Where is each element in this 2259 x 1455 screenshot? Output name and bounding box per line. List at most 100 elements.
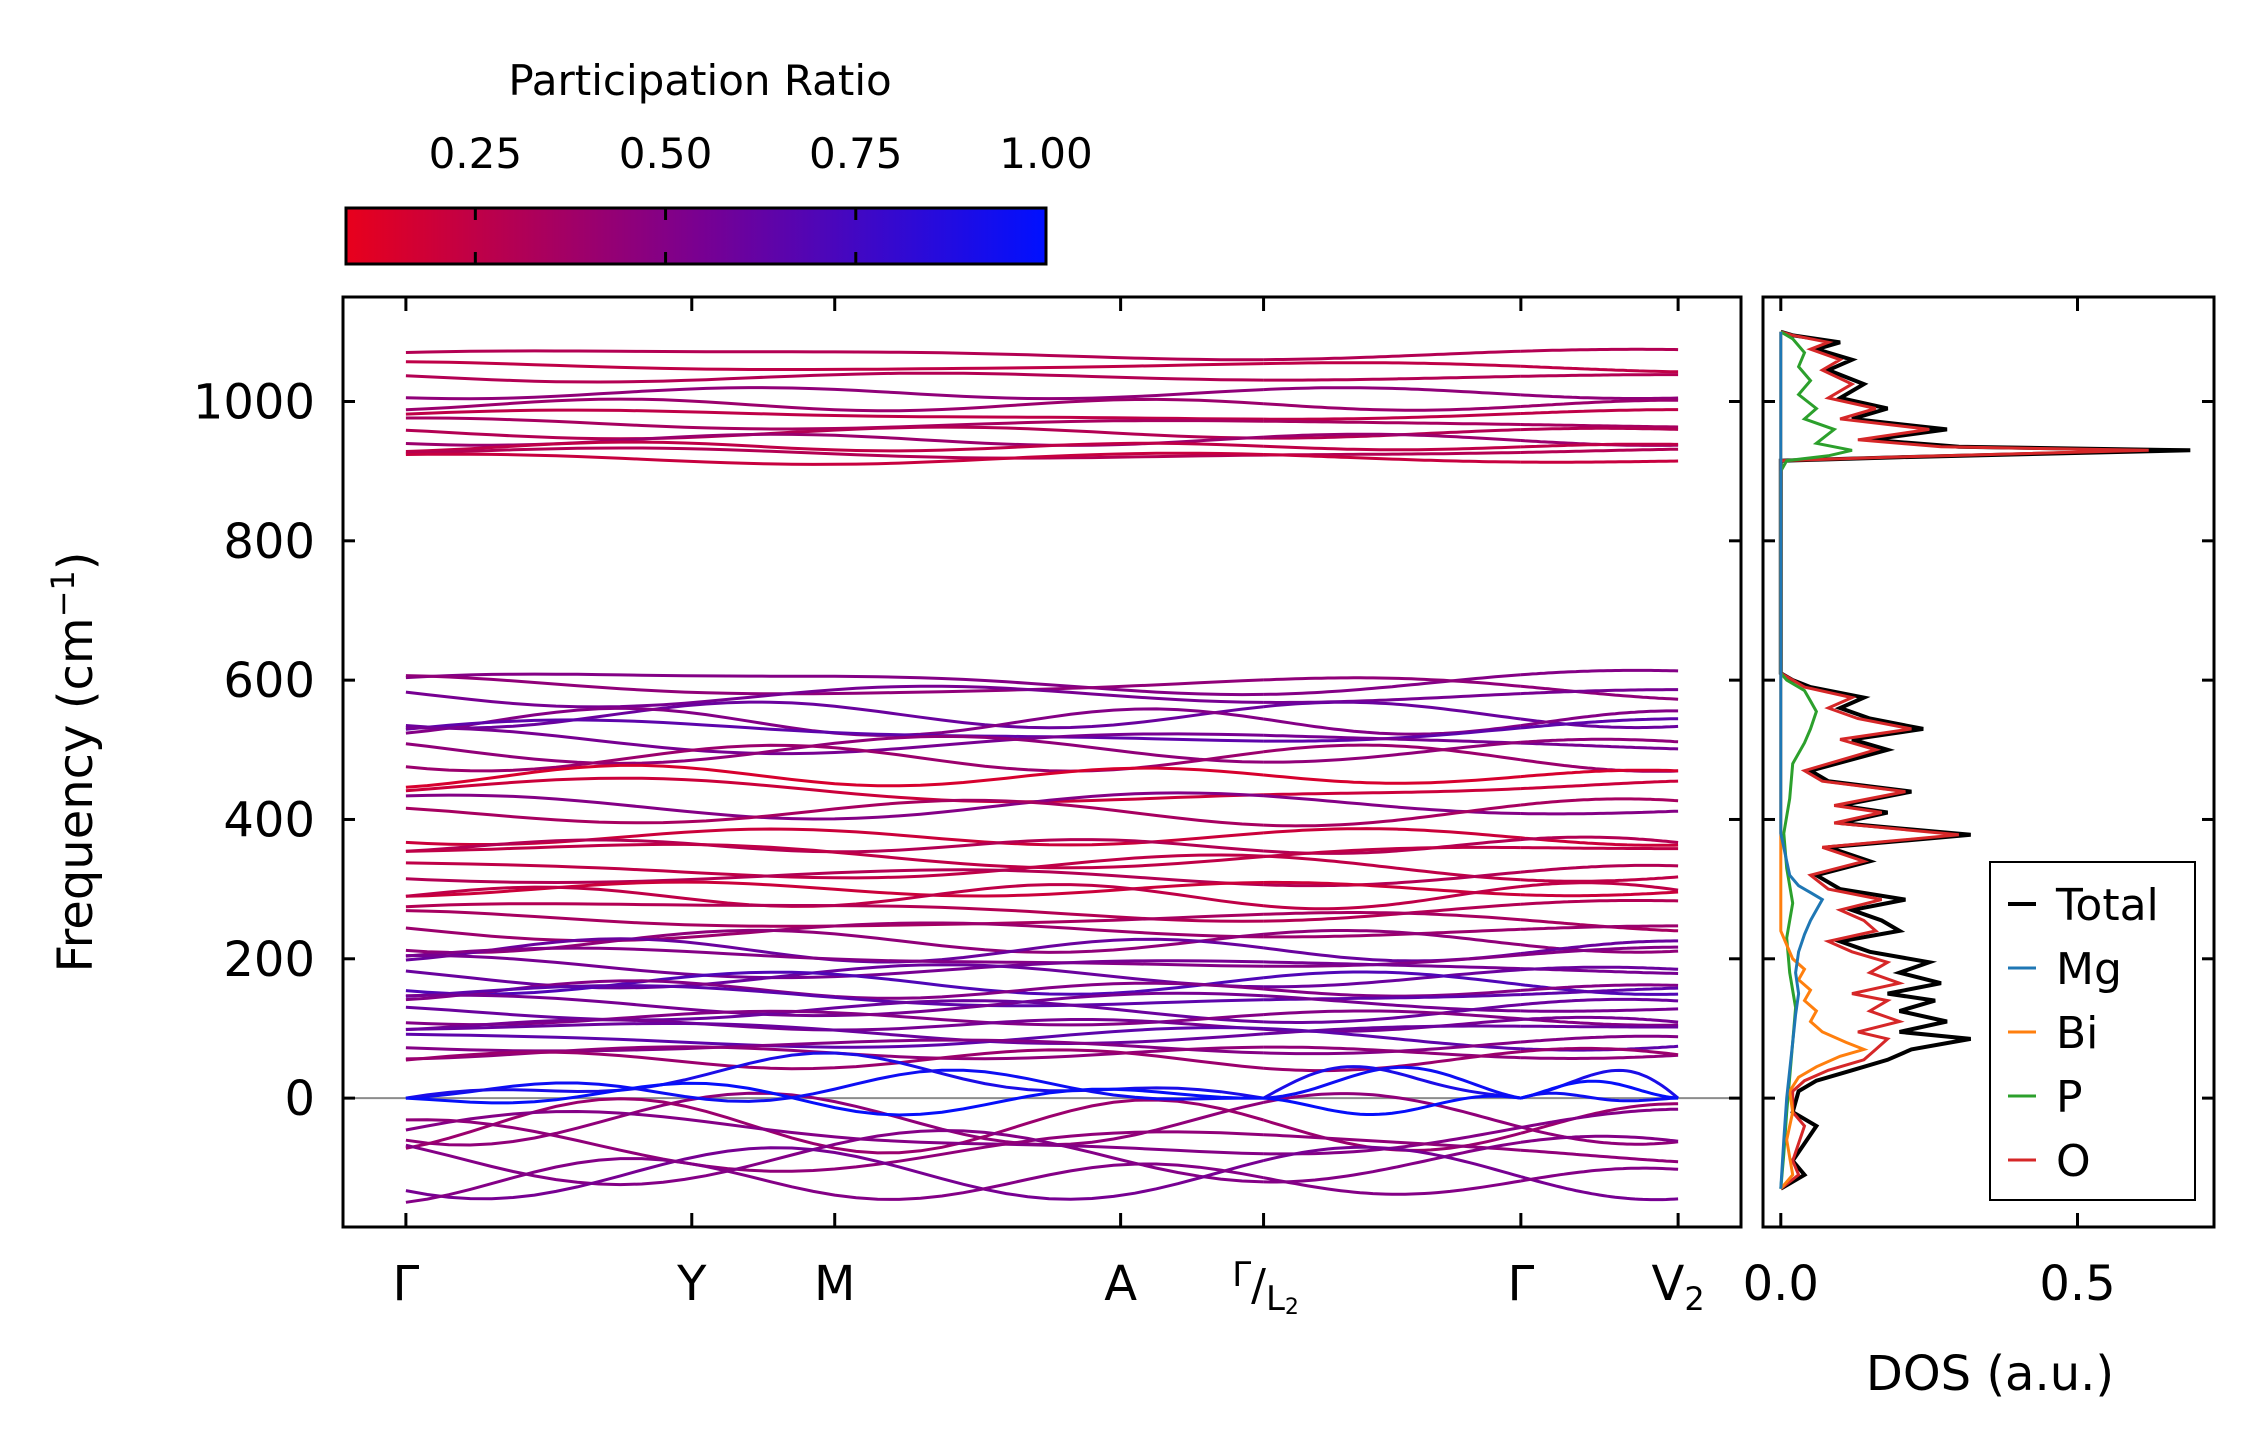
band-line-high [1263,361,1521,368]
band-line-low [1263,987,1522,998]
band-line-mid [405,672,1264,697]
legend-label: Total [2055,880,2159,931]
dos-frame [1761,295,2216,1229]
dos-series-p [1779,330,1853,1189]
y-tick-label: 200 [223,932,315,988]
band-line-low [1520,939,1679,955]
band-line-high [1520,423,1679,429]
band-line-high [405,386,1264,401]
band-line-low [1263,968,1521,989]
band-line-high [1520,442,1679,449]
kpoint-label: Γ [1507,1256,1534,1312]
band-line-soft [405,1157,1264,1204]
band-line-high [1263,453,1521,464]
band-line-high [1520,408,1679,415]
band-line-soft [1520,1166,1679,1183]
band-line-low [405,984,1264,1008]
band-line-soft [1263,1145,1522,1179]
band-line-high [1520,447,1679,454]
band-line-low [1520,1007,1679,1013]
band-line-mid [405,734,1264,765]
band-line-soft [1520,1175,1679,1202]
y-tick-label: 0 [284,1071,315,1127]
band-line-low [1263,960,1521,971]
band-lines [343,347,1741,1204]
band-line-low [1520,997,1679,1007]
band-line-soft [1520,1102,1679,1135]
band-line-low [405,953,1264,980]
colorbar-title: Participation Ratio [508,56,891,105]
band-line-acoustic [405,1081,1264,1117]
band-line-low [1520,1053,1679,1060]
band-line-soft [405,1109,1264,1156]
band-line-mid [1520,890,1679,898]
band-line-low [405,970,1264,996]
band-line-low [1520,1046,1679,1057]
y-tick-label: 600 [223,653,315,709]
band-line-low [1520,983,1679,992]
band-line-mid [1263,845,1521,859]
band-line-low [1520,986,1679,997]
band-line-mid [1520,684,1679,701]
band-line-mid [1520,737,1679,744]
band-line-high [1520,373,1679,378]
band-line-high [405,408,1264,421]
band-line-mid [1263,700,1522,721]
band-line-mid [1263,827,1522,840]
band-line-mid [1263,773,1522,785]
band-line-low [405,991,1264,1018]
legend-label: Bi [2056,1008,2098,1059]
band-line-mid [1520,688,1679,696]
band-line-high [1263,419,1521,426]
band-line-soft [405,1118,1264,1173]
band-line-low [405,921,1264,943]
band-line-mid [1520,797,1679,807]
band-line-mid [1263,743,1522,762]
kpoint-label: V2 [1652,1256,1705,1318]
band-line-high [405,446,1264,460]
band-line-mid [1520,709,1679,728]
band-line-low [1520,899,1679,906]
band-line-acoustic [1520,1091,1679,1103]
dos-x-tick-label: 0.0 [1743,1256,1819,1312]
band-line-mid [405,726,1264,756]
band-line-high [1263,374,1521,382]
band-line-low [1263,1003,1522,1024]
band-line-low [1520,1034,1679,1044]
band-line-mid [1520,863,1679,874]
band-line-mid [1520,668,1679,677]
band-line-soft [1263,1140,1522,1184]
band-line-mid [1520,836,1679,847]
legend-label: Mg [2056,944,2122,995]
dos-series-mg [1779,331,1825,1189]
band-line-acoustic [1520,1079,1679,1100]
kpoint-label: Y [676,1256,707,1312]
band-line-mid [405,842,1264,870]
band-line-high [405,416,1264,431]
band-line-mid [405,838,1264,854]
band-line-high [405,451,1264,466]
y-tick-label: 1000 [193,374,315,430]
band-line-acoustic [1262,1065,1522,1100]
band-line-mid [1520,779,1679,791]
dos-legend: Total Mg Bi PO [1989,861,2196,1201]
colorbar-ticks: 0.25 0.50 0.75 1.00 [429,129,1093,264]
colorbar-tick-label: 0.75 [809,129,903,178]
band-line-mid [405,718,1264,743]
band-line-low [1520,1015,1679,1024]
band-line-soft [1263,1133,1522,1152]
band-line-low [405,1009,1264,1027]
band-line-mid [1263,803,1522,828]
band-line-mid [1520,717,1679,730]
band-line-high [1520,426,1679,432]
colorbar: Participation Ratio 0.25 0.50 0.75 1.00 [344,56,1093,266]
band-line-low [1520,945,1679,957]
band-line-low [1263,927,1521,939]
band-line-low [1263,1009,1522,1021]
band-line-soft [405,1146,1264,1201]
band-line-high [1263,432,1521,442]
kpoint-label: M [814,1256,855,1312]
band-line-low [1263,929,1522,947]
band-line-high [1263,349,1521,362]
